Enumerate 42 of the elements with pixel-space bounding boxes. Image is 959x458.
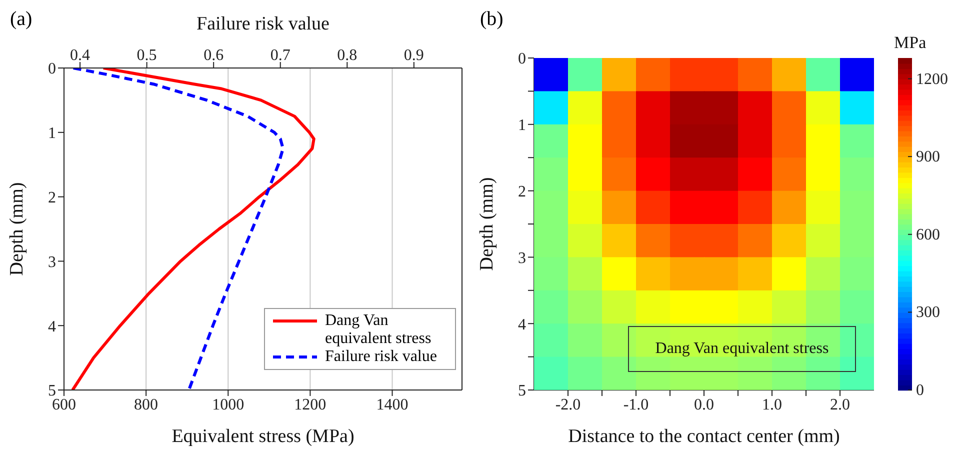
y-tick-label: 2 [518,183,526,200]
color-bar-label: 1200 [916,70,948,88]
legend-label: Failure risk value [325,348,437,366]
x2-tick-label: 0.8 [337,47,358,64]
x2-axis-title: Failure risk value [196,13,330,34]
y-axis-title: Depth (mm) [476,177,498,271]
x2-tick-label: 0.5 [136,47,157,64]
x-tick-label: -2.0 [555,396,581,414]
color-bar-label: 0 [916,382,924,399]
x-tick-label: -1.0 [623,396,649,414]
x-tick-label: 0.0 [694,396,714,414]
x2-tick-label: 0.4 [70,47,90,64]
color-bar-label: 900 [916,148,940,166]
x-tick-label: 2.0 [830,396,850,414]
y-tick-label: 4 [48,318,56,336]
y-tick-label: 0 [48,60,56,78]
y-tick-label: 5 [518,382,526,400]
chart-title: (b) [480,8,504,31]
y-tick-label: 3 [518,250,526,267]
y-tick-label: 1 [518,117,526,134]
x-tick-label: 1400 [376,396,408,414]
x-axis-title: Equivalent stress (MPa) [172,426,354,447]
legend-label: Dang Van equivalent stress [325,312,432,348]
label-box: Dang Van equivalent stress [628,326,856,372]
x2-tick-label: 0.9 [404,47,424,64]
y-tick-label: 0 [518,50,526,68]
y-tick-label: 4 [518,316,526,334]
y-axis-title: Depth (mm) [6,182,28,276]
x-tick-label: 1.0 [762,396,782,414]
x-tick-label: 800 [134,396,158,414]
y-tick-label: 3 [48,254,56,271]
x-tick-label: 1200 [294,396,326,414]
y-tick-label: 2 [48,189,56,206]
x2-tick-label: 0.7 [270,47,290,64]
color-bar-title: MPa [894,33,927,52]
x-axis-title: Distance to the contact center (mm) [568,426,840,447]
y-tick-label: 1 [48,125,56,142]
x2-tick-label: 0.6 [204,47,224,64]
chart-title: (a) [10,8,32,31]
color-bar-label: 600 [916,226,940,244]
x-tick-label: 1000 [212,396,244,414]
color-bar-label: 300 [916,304,940,322]
